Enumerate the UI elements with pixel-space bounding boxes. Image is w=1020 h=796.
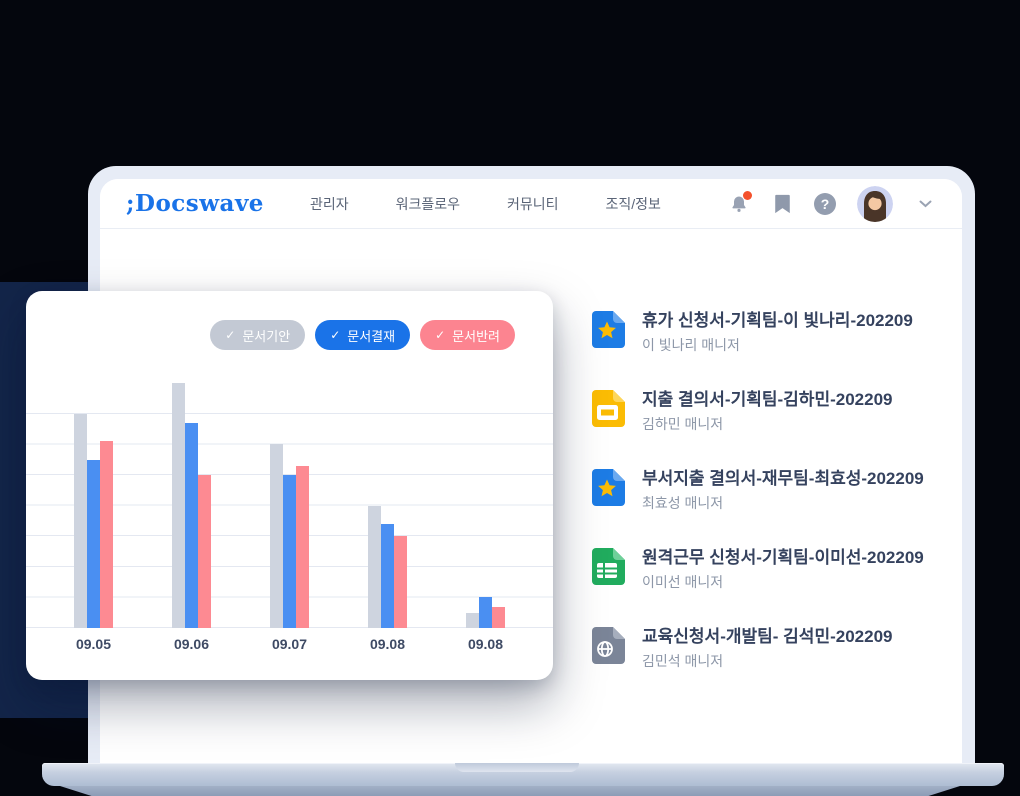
doc-subtitle: 이 빛나리 매니저 [642, 337, 740, 353]
legend-label: 문서결재 [347, 328, 396, 344]
docswave-logo[interactable]: ; Docswave [126, 190, 264, 217]
chart-bars [26, 383, 553, 628]
help-icon[interactable]: ? [814, 192, 836, 215]
top-navbar: ; Docswave 관리자 워크플로우 커뮤니티 조직/정보 [100, 179, 962, 229]
bar-group [368, 505, 407, 628]
bar-문서기안 [368, 505, 381, 628]
x-tick-label: 09.07 [271, 636, 308, 652]
bar-문서결재 [185, 422, 198, 628]
document-list: 휴가 신청서-기획팀-이 빛나리-202209 이 빛나리 매니저 지출 결의서… [587, 309, 924, 671]
check-icon: ✓ [225, 328, 236, 342]
bar-문서결재 [283, 474, 296, 628]
document-row[interactable]: 휴가 신청서-기획팀-이 빛나리-202209 이 빛나리 매니저 [587, 309, 924, 355]
bar-문서결재 [381, 523, 394, 628]
legend-pill-approved[interactable]: ✓ 문서결재 [315, 320, 411, 350]
bookmark-icon[interactable] [771, 193, 793, 215]
navbar-right-icons: ? [728, 185, 936, 222]
x-tick-label: 09.06 [173, 636, 210, 652]
bar-문서기안 [270, 444, 283, 628]
starred-doc-icon [587, 309, 627, 349]
document-row[interactable]: 지출 결의서-기획팀-김하민-202209 김하민 매니저 [587, 388, 924, 434]
menu-item-org-info[interactable]: 조직/정보 [605, 195, 661, 212]
doc-title: 교육신청서-개발팀- 김석민-202209 [642, 627, 893, 646]
bar-문서반려 [394, 536, 407, 628]
avatar[interactable] [857, 185, 893, 222]
logo-text: Docswave [135, 190, 264, 217]
x-tick-label: 09.05 [75, 636, 112, 652]
bar-group [172, 383, 211, 628]
bar-group [74, 413, 113, 628]
chart-legend: ✓ 문서기안 ✓ 문서결재 ✓ 문서반려 [210, 320, 515, 350]
menu-item-community[interactable]: 커뮤니티 [507, 195, 559, 212]
doc-subtitle: 김하민 매니저 [642, 416, 724, 432]
bar-문서반려 [198, 474, 211, 628]
doc-subtitle: 김민석 매니저 [642, 653, 724, 669]
bar-문서반려 [492, 606, 505, 628]
document-stats-chart-card: ✓ 문서기안 ✓ 문서결재 ✓ 문서반려 09.05 09.06 09.07 09.0… [26, 291, 553, 680]
sheet-doc-icon [587, 546, 627, 586]
check-icon: ✓ [435, 328, 446, 342]
x-tick-label: 09.08 [369, 636, 406, 652]
doc-title: 지출 결의서-기획팀-김하민-202209 [642, 390, 893, 409]
doc-title: 원격근무 신청서-기획팀-이미선-202209 [642, 548, 924, 567]
bar-group [270, 444, 309, 628]
legend-pill-rejected[interactable]: ✓ 문서반려 [420, 320, 515, 350]
logo-mark: ; [126, 190, 135, 217]
unread-dot [743, 190, 752, 200]
legend-label: 문서반려 [452, 328, 500, 344]
menu-item-admin[interactable]: 관리자 [309, 195, 349, 212]
doc-subtitle: 이미선 매니저 [642, 574, 724, 590]
bar-문서기안 [466, 612, 479, 628]
laptop-base [42, 763, 1004, 786]
starred-doc-icon [587, 467, 627, 507]
bar-문서결재 [479, 597, 492, 628]
legend-label: 문서기안 [242, 328, 291, 344]
bar-문서반려 [296, 465, 309, 628]
doc-subtitle: 최효성 매니저 [642, 495, 724, 511]
notification-bell-icon[interactable] [728, 190, 752, 215]
menu-item-workflow[interactable]: 워크플로우 [395, 195, 460, 212]
check-icon: ✓ [330, 328, 341, 342]
document-row[interactable]: 부서지출 결의서-재무팀-최효성-202209 최효성 매니저 [587, 467, 924, 513]
document-row[interactable]: 원격근무 신청서-기획팀-이미선-202209 이미선 매니저 [587, 546, 924, 592]
bar-문서결재 [87, 459, 100, 628]
help-glyph: ? [820, 195, 830, 212]
chevron-down-icon[interactable] [914, 193, 936, 215]
bar-문서기안 [74, 413, 87, 628]
slide-doc-icon [587, 388, 627, 428]
main-menu: 관리자 워크플로우 커뮤니티 조직/정보 [310, 194, 661, 214]
x-tick-label: 09.08 [467, 636, 504, 652]
chart-x-axis-labels: 09.05 09.06 09.07 09.08 09.08 [26, 636, 553, 652]
bar-문서반려 [100, 441, 113, 628]
document-row[interactable]: 교육신청서-개발팀- 김석민-202209 김민석 매니저 [587, 625, 924, 671]
laptop-lid-notch [455, 763, 579, 772]
doc-title: 부서지출 결의서-재무팀-최효성-202209 [642, 469, 924, 488]
legend-pill-draft[interactable]: ✓ 문서기안 [210, 320, 306, 350]
bar-문서기안 [172, 383, 185, 628]
laptop-base-shadow [60, 786, 960, 796]
bar-group [466, 597, 505, 628]
doc-title: 휴가 신청서-기획팀-이 빛나리-202209 [642, 311, 913, 330]
globe-doc-icon [587, 625, 627, 665]
